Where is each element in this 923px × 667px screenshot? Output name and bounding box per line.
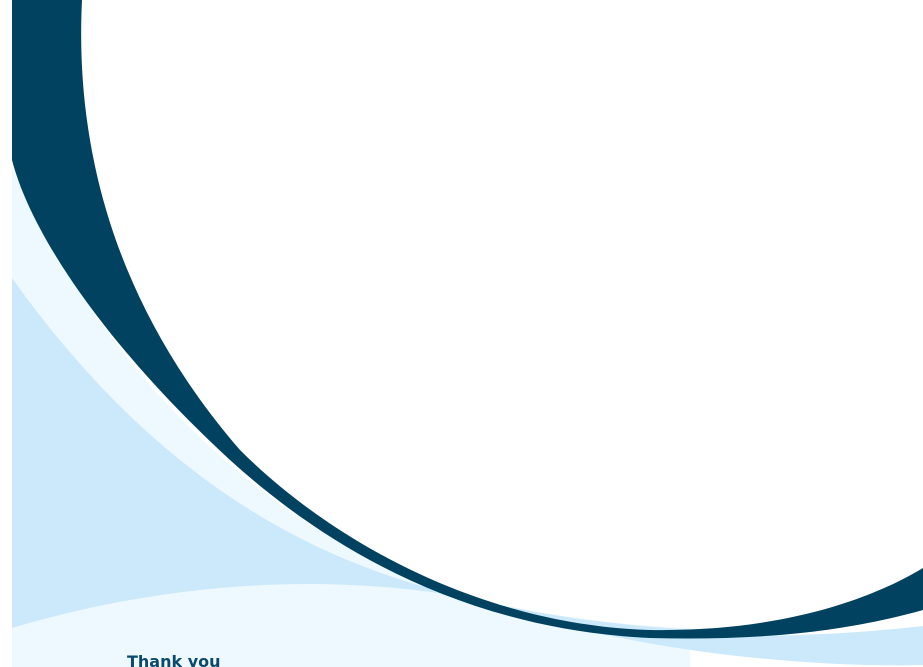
light-blue-wave — [12, 278, 470, 628]
left-margin-strip — [0, 0, 12, 667]
bottom-white-band — [560, 610, 923, 638]
closing-text: Thank you — [127, 652, 221, 667]
